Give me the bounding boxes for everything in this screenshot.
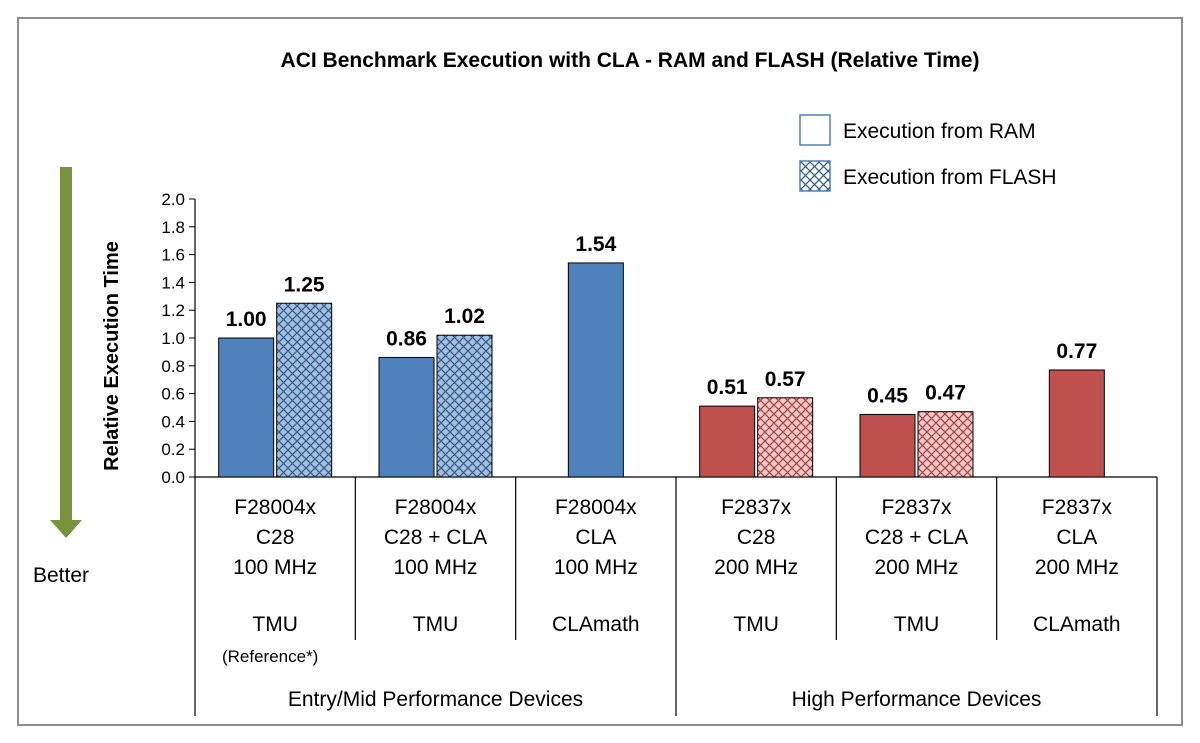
- category-library-label: TMU: [413, 613, 459, 636]
- category-label-line: F28004x: [234, 496, 316, 519]
- category-library-label: TMU: [252, 613, 298, 636]
- y-tick-label: 0.4: [161, 412, 185, 431]
- y-axis-label: Relative Execution Time: [101, 241, 123, 471]
- data-labels: 1.00 1.25 0.86 1.02 1.54 0.51 0.57 0.45 0.47 0.77: [226, 233, 1098, 408]
- category-label-line: F28004x: [555, 496, 637, 519]
- group-label: High Performance Devices: [792, 688, 1042, 711]
- legend-swatch-flash: [799, 160, 831, 192]
- axes: [194, 199, 1158, 716]
- chart-title: ACI Benchmark Execution with CLA - RAM a…: [281, 49, 980, 72]
- category-label-line: 100 MHz: [393, 556, 477, 579]
- data-label-ram: 0.86: [386, 327, 427, 350]
- category-library-label: TMU: [894, 613, 940, 636]
- bar-ram: [378, 356, 435, 478]
- category-label-line: 200 MHz: [874, 556, 958, 579]
- legend-label-flash: Execution from FLASH: [843, 166, 1057, 189]
- bar-ram: [567, 262, 624, 478]
- category-label-line: F2837x: [881, 496, 952, 519]
- legend: Execution from RAM Execution from FLASH: [799, 114, 1057, 192]
- category-label-line: 100 MHz: [233, 556, 317, 579]
- y-tick-label: 1.4: [161, 273, 185, 292]
- y-tick-label: 0.8: [161, 357, 185, 376]
- category-library-label: CLAmath: [552, 613, 640, 636]
- bar-flash: [276, 302, 333, 478]
- better-label: Better: [33, 564, 89, 587]
- category-label-line: C28 + CLA: [384, 526, 487, 549]
- category-label-line: F2837x: [1042, 496, 1113, 519]
- group-label: Entry/Mid Performance Devices: [288, 688, 583, 711]
- better-arrow-head: [50, 520, 82, 538]
- category-label-line: F28004x: [395, 496, 477, 519]
- better-arrow: [50, 167, 82, 538]
- y-tick-label: 0.0: [161, 468, 185, 487]
- legend-label-ram: Execution from RAM: [843, 120, 1036, 143]
- y-tick-label: 1.8: [161, 218, 185, 237]
- better-arrow-shaft: [60, 167, 72, 522]
- data-label-ram: 1.54: [575, 233, 616, 256]
- bars: [218, 262, 1105, 478]
- category-note: (Reference*): [222, 647, 318, 666]
- bar-ram: [1048, 369, 1105, 478]
- y-tick-label: 1.0: [161, 329, 185, 348]
- category-label-line: F2837x: [721, 496, 792, 519]
- bar-ram: [218, 337, 275, 478]
- data-label-ram: 0.51: [707, 376, 748, 399]
- y-tick-label: 2.0: [161, 190, 185, 209]
- bar-ram: [859, 413, 916, 478]
- data-label-ram: 1.00: [226, 308, 267, 331]
- data-label-flash: 1.25: [284, 273, 325, 296]
- data-label-ram: 0.45: [867, 384, 908, 407]
- data-label-flash: 0.47: [925, 382, 966, 405]
- data-label-flash: 0.57: [765, 368, 806, 391]
- y-tick-label: 0.2: [161, 440, 185, 459]
- y-tick-label: 1.6: [161, 246, 185, 265]
- bar-flash: [757, 397, 814, 478]
- y-tick-label: 1.2: [161, 301, 185, 320]
- category-label-line: 100 MHz: [554, 556, 638, 579]
- data-label-flash: 1.02: [444, 305, 485, 328]
- category-label-line: C28 + CLA: [865, 526, 968, 549]
- legend-swatch-ram: [799, 114, 831, 146]
- bar-ram: [699, 405, 756, 478]
- category-label-line: C28: [737, 526, 776, 549]
- category-label-line: 200 MHz: [714, 556, 798, 579]
- bar-flash: [436, 334, 493, 478]
- category-labels: F28004x C28 100 MHz TMU (Reference*) F28004x C…: [222, 496, 1121, 666]
- group-labels: Entry/Mid Performance Devices High Perfor…: [288, 688, 1042, 711]
- bar-flash: [917, 411, 974, 478]
- category-label-line: CLA: [575, 526, 616, 549]
- data-label-ram: 0.77: [1056, 340, 1097, 363]
- category-library-label: CLAmath: [1033, 613, 1121, 636]
- category-label-line: CLA: [1056, 526, 1097, 549]
- category-label-line: 200 MHz: [1035, 556, 1119, 579]
- y-axis-ticks: 0.0 0.2 0.4 0.6 0.8 1.0 1.2 1.4 1.6 1.8 2.0: [161, 190, 195, 487]
- y-tick-label: 0.6: [161, 385, 185, 404]
- category-label-line: C28: [256, 526, 295, 549]
- category-library-label: TMU: [733, 613, 779, 636]
